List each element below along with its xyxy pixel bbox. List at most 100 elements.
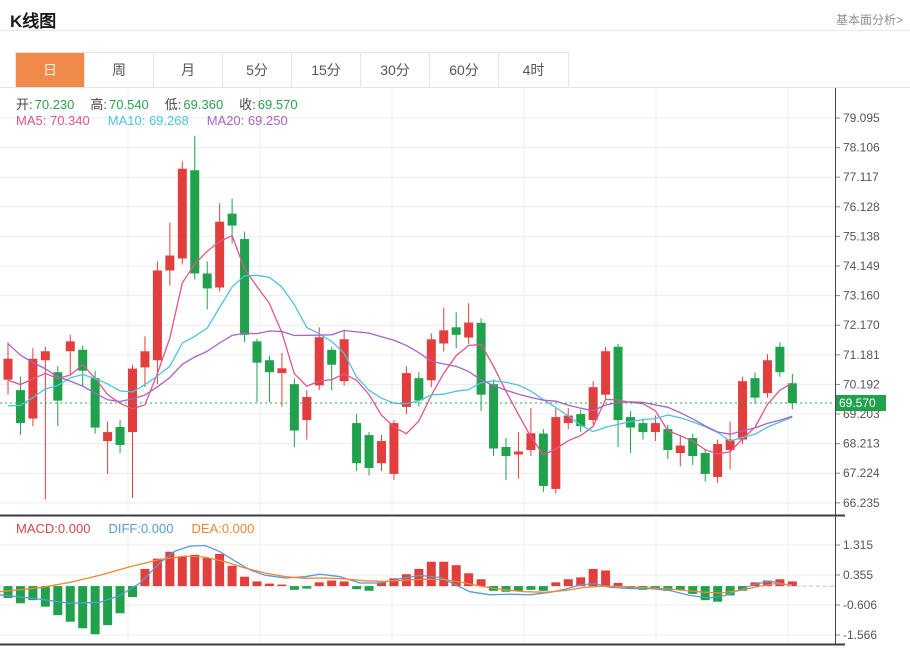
candle-down xyxy=(476,322,486,395)
tab-period-6[interactable]: 60分 xyxy=(430,53,499,87)
macd-bar xyxy=(601,570,611,587)
candle-up xyxy=(401,373,411,407)
page-title: K线图 xyxy=(10,12,57,31)
candle-up xyxy=(152,270,162,361)
tab-period-5[interactable]: 30分 xyxy=(361,53,430,87)
tab-period-2[interactable]: 月 xyxy=(154,53,223,87)
macd-bar xyxy=(563,579,573,587)
candle-up xyxy=(713,444,723,477)
macd-bar xyxy=(364,586,374,591)
macd-bar xyxy=(725,586,735,596)
close-value: 69.570 xyxy=(257,97,298,112)
candle-up xyxy=(128,368,137,433)
candle-up xyxy=(65,341,75,352)
tab-period-3[interactable]: 5分 xyxy=(223,53,292,87)
candle-up xyxy=(103,432,113,442)
macd-bar xyxy=(787,581,797,587)
candle-down xyxy=(688,438,698,457)
candle-up xyxy=(389,423,399,474)
macd-bar xyxy=(3,586,13,598)
macd-bar xyxy=(439,561,449,587)
macd-bar xyxy=(476,579,486,587)
macd-bar xyxy=(78,586,88,629)
macd-bar xyxy=(339,581,349,587)
tab-period-0[interactable]: 日 xyxy=(16,53,85,87)
candle-down xyxy=(451,327,461,335)
macd-bar xyxy=(762,580,772,587)
macd-bar xyxy=(414,568,424,587)
candle-up xyxy=(762,360,772,394)
macd-bar xyxy=(551,582,561,587)
y-axis-label: 74.149 xyxy=(843,259,880,273)
ma-legend: MA5: 70.340 MA10: 69.268 MA20: 69.250 xyxy=(16,113,288,128)
macd-bar xyxy=(103,586,113,626)
candle-up xyxy=(551,417,561,489)
close-label: 收: xyxy=(239,97,256,112)
candle-down xyxy=(190,170,200,274)
candle-down xyxy=(538,433,548,486)
candle-down xyxy=(240,239,250,335)
macd-bar xyxy=(688,586,698,594)
dea-line xyxy=(0,555,793,594)
candle-up xyxy=(563,415,573,424)
macd-bar xyxy=(252,581,262,587)
y-axis-label: 72.170 xyxy=(843,318,880,332)
candle-up xyxy=(675,445,685,454)
macd-bar xyxy=(202,557,212,587)
macd-bar xyxy=(513,586,523,591)
tab-period-1[interactable]: 周 xyxy=(85,53,154,87)
macd-bar xyxy=(53,586,63,616)
y-axis-label: 79.095 xyxy=(843,111,880,125)
macd-bar xyxy=(451,565,461,587)
candle-down xyxy=(663,429,673,451)
y-axis-label: 68.213 xyxy=(843,437,880,451)
macd-bar xyxy=(538,586,548,591)
candle-down xyxy=(78,349,88,371)
macd-axis-label: -1.566 xyxy=(843,628,877,642)
macd-bar xyxy=(576,577,586,587)
tab-period-4[interactable]: 15分 xyxy=(292,53,361,87)
ma10-line xyxy=(7,274,793,442)
macd-bar xyxy=(40,586,50,607)
macd-bar xyxy=(28,586,38,601)
candle-down xyxy=(414,378,424,401)
candle-up xyxy=(426,339,436,381)
candle-up xyxy=(439,330,449,344)
candle-down xyxy=(53,372,63,401)
candle-up xyxy=(3,358,13,380)
candle-down xyxy=(787,383,797,404)
macd-bar xyxy=(190,554,200,587)
candle-down xyxy=(489,384,499,449)
tab-period-7[interactable]: 4时 xyxy=(499,53,568,87)
candle-up xyxy=(177,168,187,259)
macd-bar xyxy=(152,558,162,587)
candle-up xyxy=(464,322,474,338)
ma5-legend: MA5: 70.340 xyxy=(16,113,90,128)
candle-down xyxy=(576,414,586,427)
kline-chart[interactable]: 79.095 78.106 77.117 76.128 75.138 74.149 73.1… xyxy=(0,88,910,648)
macd-axis-label: 1.315 xyxy=(843,538,873,552)
dea-value: DEA:0.000 xyxy=(191,521,255,536)
macd-legend: MACD:0.000 DIFF:0.000 DEA:0.000 xyxy=(16,521,254,536)
macd-bar xyxy=(588,568,598,587)
macd-bar xyxy=(277,584,287,587)
macd-bar xyxy=(177,556,187,587)
y-axis-label: 77.117 xyxy=(843,170,879,184)
candle-up xyxy=(277,368,287,374)
candle-down xyxy=(501,447,511,457)
candle-down xyxy=(252,341,262,363)
candle-down xyxy=(264,360,274,373)
price-badge: 69.570 xyxy=(836,395,886,411)
y-axis-label: 73.160 xyxy=(843,289,880,303)
candle-up xyxy=(314,337,324,386)
macd-bar xyxy=(389,578,399,587)
macd-bar xyxy=(327,580,337,587)
macd-bar xyxy=(501,586,511,592)
macd-bar xyxy=(215,553,225,587)
fundamental-analysis-link[interactable]: 基本面分析> xyxy=(835,13,903,27)
macd-bar xyxy=(15,586,25,604)
candle-up xyxy=(302,397,312,421)
candle-down xyxy=(202,273,212,289)
candle-up xyxy=(339,339,349,382)
